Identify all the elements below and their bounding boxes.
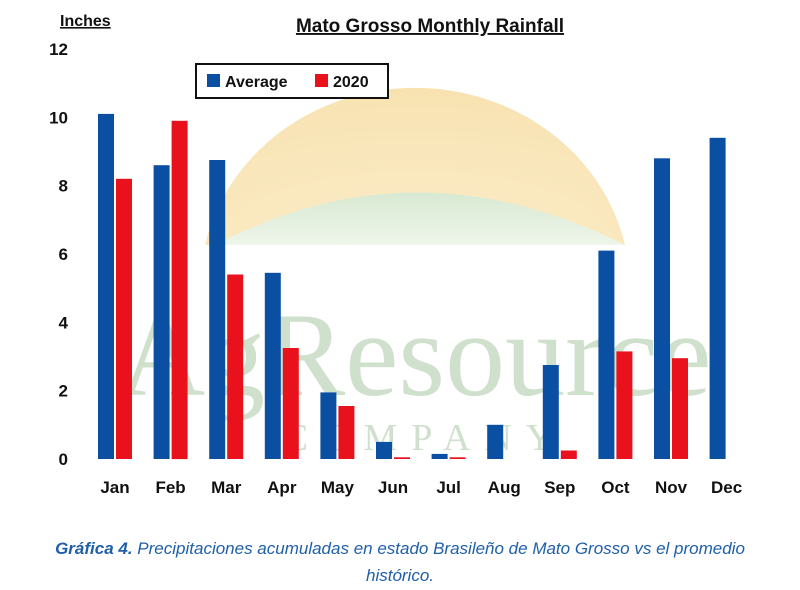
y-tick-label: 2: [59, 382, 68, 401]
y-tick-label: 0: [59, 450, 68, 469]
caption-label: Gráfica 4.: [55, 539, 133, 558]
bar-average-jan: [98, 113, 114, 460]
bar-2020-jul: [449, 457, 466, 459]
legend-swatch-average: [207, 74, 220, 87]
bar-2020-may: [338, 406, 355, 459]
bar-average-may: [320, 392, 337, 459]
bar-2020-feb: [171, 120, 188, 460]
bar-2020-mar: [227, 274, 244, 459]
bars-group: [98, 113, 726, 460]
bar-average-dec: [709, 137, 726, 460]
x-tick-label: Jun: [378, 478, 408, 497]
x-tick-label: Aug: [488, 478, 521, 497]
x-tick-label: Mar: [211, 478, 242, 497]
y-axis: 0 2 4 6 8 10 12: [49, 40, 68, 469]
legend-label-average: Average: [225, 74, 288, 91]
y-tick-label: 4: [59, 313, 69, 332]
bar-average-oct: [598, 250, 615, 459]
bar-2020-jun: [394, 457, 410, 459]
x-tick-label: Dec: [711, 478, 742, 497]
bar-average-sep: [542, 365, 559, 459]
legend: Average 2020: [195, 63, 389, 99]
legend-box: [195, 63, 389, 99]
rainfall-bar-chart: AgResource COMPANY Inches Mato Grosso Mo…: [49, 13, 742, 497]
watermark-hill-shape: [215, 192, 625, 245]
x-tick-label: Nov: [655, 478, 688, 497]
x-tick-label: Oct: [601, 478, 630, 497]
bar-average-jul: [431, 453, 448, 459]
bar-average-aug: [487, 424, 504, 459]
x-tick-label: Sep: [544, 478, 575, 497]
legend-label-2020: 2020: [333, 74, 369, 91]
y-tick-label: 12: [49, 40, 68, 59]
bar-average-apr: [264, 272, 281, 459]
bar-2020-jan: [116, 178, 132, 460]
chart-area: AgResource COMPANY Inches Mato Grosso Mo…: [49, 13, 742, 497]
x-tick-label: Apr: [267, 478, 297, 497]
y-axis-units-label: Inches: [60, 13, 111, 30]
bar-2020-apr: [282, 348, 299, 459]
bar-2020-sep: [560, 450, 577, 459]
chart-title: Mato Grosso Monthly Rainfall: [296, 16, 564, 37]
bar-2020-oct: [616, 351, 633, 459]
x-axis: Jan Feb Mar Apr May Jun Jul Aug Sep Oct Nov Dec: [100, 478, 742, 497]
x-tick-label: Feb: [155, 478, 185, 497]
legend-swatch-2020: [315, 74, 328, 87]
bar-average-mar: [209, 160, 226, 459]
x-tick-label: May: [321, 478, 355, 497]
y-tick-label: 8: [59, 177, 68, 196]
bar-average-feb: [153, 165, 170, 459]
x-tick-label: Jul: [436, 478, 461, 497]
figure-caption: Gráfica 4. Precipitaciones acumuladas en…: [40, 535, 760, 589]
y-tick-label: 6: [59, 245, 68, 264]
bar-average-nov: [654, 158, 670, 460]
x-tick-label: Jan: [100, 478, 129, 497]
bar-average-jun: [376, 441, 392, 459]
caption-text: Precipitaciones acumuladas en estado Bra…: [132, 539, 745, 585]
y-tick-label: 10: [49, 108, 68, 127]
bar-2020-nov: [672, 358, 688, 459]
